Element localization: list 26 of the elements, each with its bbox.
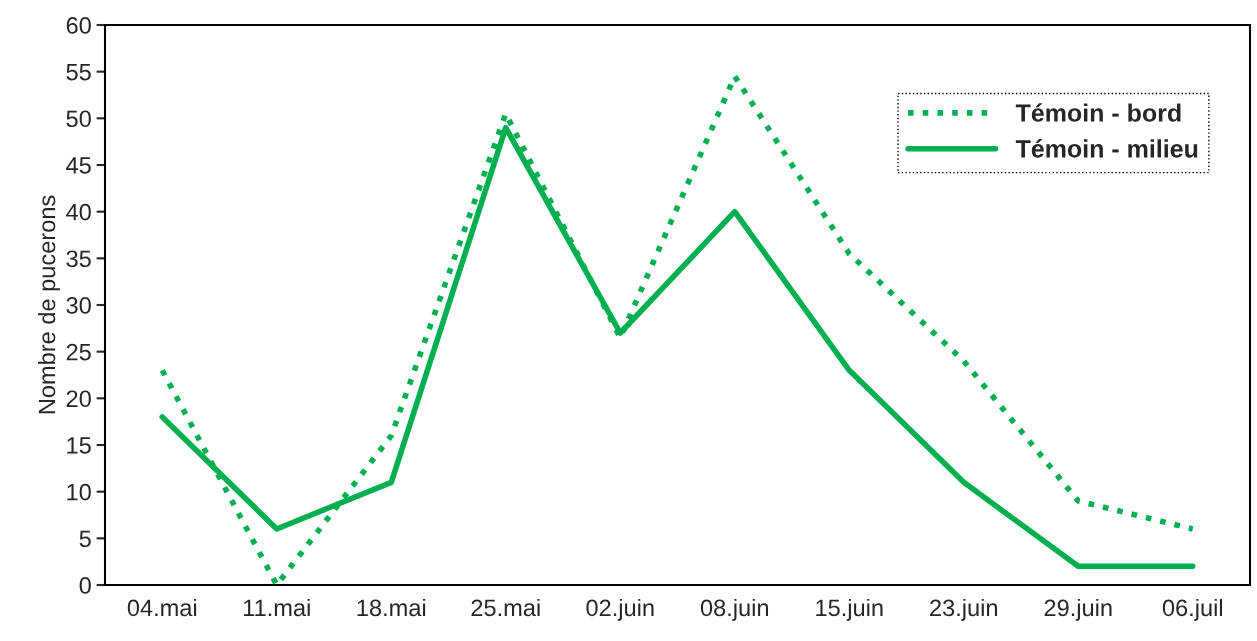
y-tick-label: 40 xyxy=(66,203,91,221)
y-tick-label: 0 xyxy=(79,577,91,594)
legend-label: Témoin - milieu xyxy=(1015,139,1198,158)
x-tick-label: 08.juin xyxy=(700,598,769,621)
legend-label: Témoin - bord xyxy=(1015,103,1181,122)
x-tick-label: 18.mai xyxy=(357,598,426,617)
y-tick-label: 5 xyxy=(79,530,91,548)
x-tick-label: 11.mai xyxy=(243,598,310,617)
y-tick-label: 35 xyxy=(66,250,91,268)
x-tick-label: 02.juin xyxy=(586,598,654,621)
y-tick-label: 50 xyxy=(66,110,91,128)
y-tick-label: 30 xyxy=(66,297,91,314)
y-tick-label: 15 xyxy=(67,437,91,454)
y-tick-label: 45 xyxy=(66,157,91,174)
x-tick-label: 15.juin xyxy=(816,598,883,621)
y-tick-label: 20 xyxy=(66,390,91,408)
x-tick-label: 04.mai xyxy=(127,598,197,617)
y-tick-label: 55 xyxy=(66,63,91,81)
y-tick-label: 60 xyxy=(66,17,91,34)
x-tick-label: 29.juin xyxy=(1044,598,1112,621)
y-tick-label: 25 xyxy=(66,343,91,361)
x-tick-label: 06.juil xyxy=(1162,598,1223,621)
y-axis-title: Nombre de pucerons xyxy=(37,195,60,414)
y-tick-label: 10 xyxy=(67,483,91,501)
x-tick-label: 25.mai xyxy=(471,598,540,617)
x-tick-label: 23.juin xyxy=(930,598,998,621)
